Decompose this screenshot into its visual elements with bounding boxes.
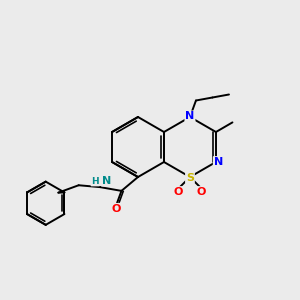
Text: O: O — [197, 187, 206, 197]
Text: N: N — [185, 111, 195, 122]
Text: H: H — [92, 177, 99, 186]
Text: N: N — [102, 176, 111, 186]
Text: O: O — [174, 187, 183, 197]
Text: N: N — [214, 157, 223, 167]
Text: O: O — [111, 204, 121, 214]
Text: S: S — [186, 172, 194, 183]
